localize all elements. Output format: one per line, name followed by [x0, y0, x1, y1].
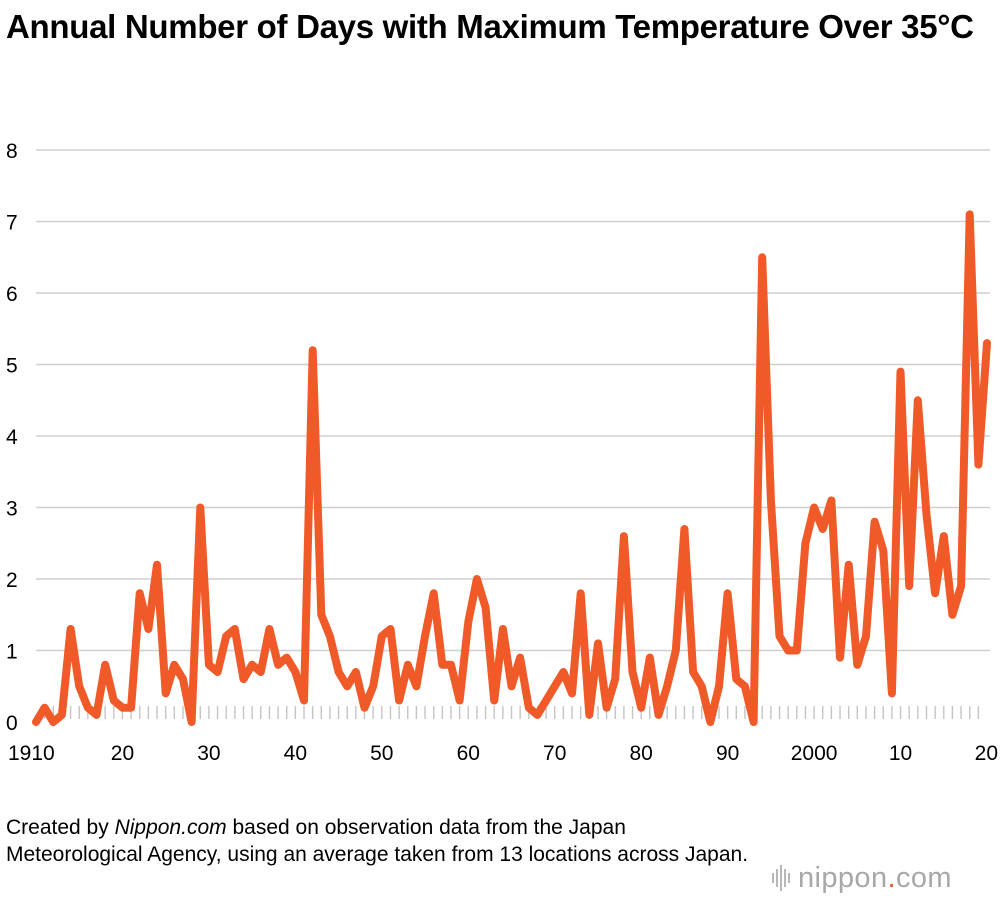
- logo-wordmark: nippon.com: [798, 861, 952, 894]
- x-tick-label: 30: [197, 742, 220, 765]
- caption-source-name: Nippon.com: [114, 816, 227, 839]
- y-axis-tick-labels: 0 1 2 3 4 5 6 7 8: [6, 140, 18, 735]
- x-tick-label: 50: [370, 742, 393, 765]
- y-tick-label: 0: [6, 712, 18, 735]
- line-chart: 0 1 2 3 4 5 6 7 8 1910 20 30 40 50 60 70 80 90 2000 10 20: [6, 140, 998, 765]
- x-tick-label: 1910: [8, 742, 55, 765]
- caption-text: based on observation data from the Japan…: [6, 816, 749, 866]
- y-tick-label: 8: [6, 140, 18, 163]
- nippon-logo: nippon.com: [772, 862, 952, 894]
- y-tick-label: 1: [6, 641, 18, 664]
- series-line: [32, 210, 991, 726]
- x-tick-label: 40: [284, 742, 307, 765]
- source-caption: Created by Nippon.com based on observati…: [6, 814, 766, 868]
- logo-mark-icon: [772, 865, 790, 891]
- y-tick-label: 6: [6, 283, 18, 306]
- x-tick-label: 20: [975, 742, 998, 765]
- y-tick-label: 3: [6, 498, 18, 521]
- y-tick-label: 7: [6, 212, 18, 235]
- y-tick-label: 4: [6, 426, 18, 449]
- x-axis-tick-labels: 1910 20 30 40 50 60 70 80 90 2000 10 20: [8, 742, 998, 765]
- x-axis-minor-ticks: [43, 706, 980, 719]
- x-tick-label: 80: [630, 742, 653, 765]
- series-group: [32, 210, 991, 726]
- x-tick-label: 90: [716, 742, 739, 765]
- x-tick-label: 60: [457, 742, 480, 765]
- caption-prefix: Created by: [6, 816, 115, 839]
- x-tick-label: 70: [543, 742, 566, 765]
- chart-title: Annual Number of Days with Maximum Tempe…: [6, 8, 974, 45]
- x-tick-label: 20: [111, 742, 134, 765]
- x-tick-label: 2000: [791, 742, 838, 765]
- x-tick-label: 10: [889, 742, 912, 765]
- y-tick-label: 2: [6, 569, 18, 592]
- y-tick-label: 5: [6, 355, 18, 378]
